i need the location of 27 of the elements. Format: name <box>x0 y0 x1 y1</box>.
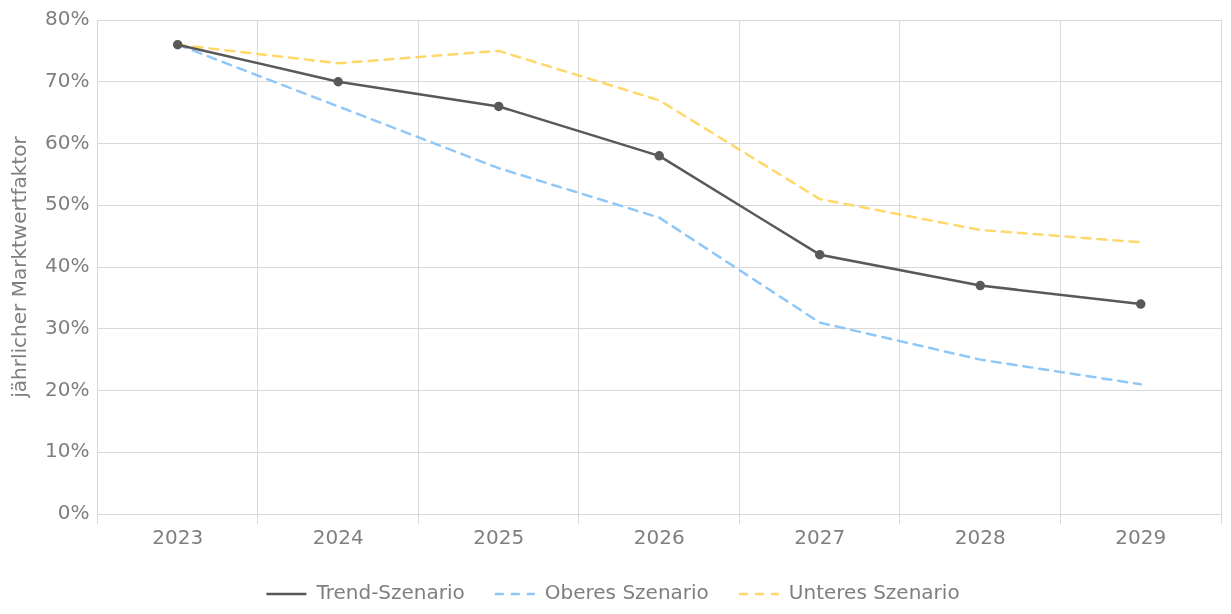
x-tick-label: 2025 <box>473 525 525 550</box>
y-tick-label: 10% <box>45 438 90 463</box>
y-tick-label: 80% <box>45 6 90 31</box>
legend-label: Trend-Szenario <box>315 580 465 605</box>
y-tick-label: 30% <box>45 314 90 339</box>
x-tick-label: 2029 <box>1115 525 1167 550</box>
point <box>493 101 504 112</box>
point <box>1136 299 1146 309</box>
y-tick-label: 50% <box>45 191 90 216</box>
point <box>975 280 985 291</box>
y-tick-label: 60% <box>45 129 90 154</box>
y-tick-label: 70% <box>45 67 90 92</box>
x-tick-label: 2027 <box>794 525 846 550</box>
y-tick-label: 0% <box>57 500 90 525</box>
point <box>333 77 343 87</box>
x-tick-label: 2026 <box>633 525 685 550</box>
point <box>172 39 183 50</box>
legend-label: Oberes Szenario <box>544 580 709 605</box>
x-tick-label: 2024 <box>312 525 364 550</box>
point <box>814 249 825 260</box>
y-tick-label: 20% <box>45 376 90 401</box>
point <box>654 151 664 161</box>
legend-label: Unteres Szenario <box>788 580 960 605</box>
y-tick-label: 40% <box>45 253 90 278</box>
x-tick-label: 2028 <box>954 525 1006 550</box>
y-axis-title: jährlicher Marktwertfaktor <box>7 135 32 399</box>
x-tick-label: 2023 <box>152 525 204 550</box>
